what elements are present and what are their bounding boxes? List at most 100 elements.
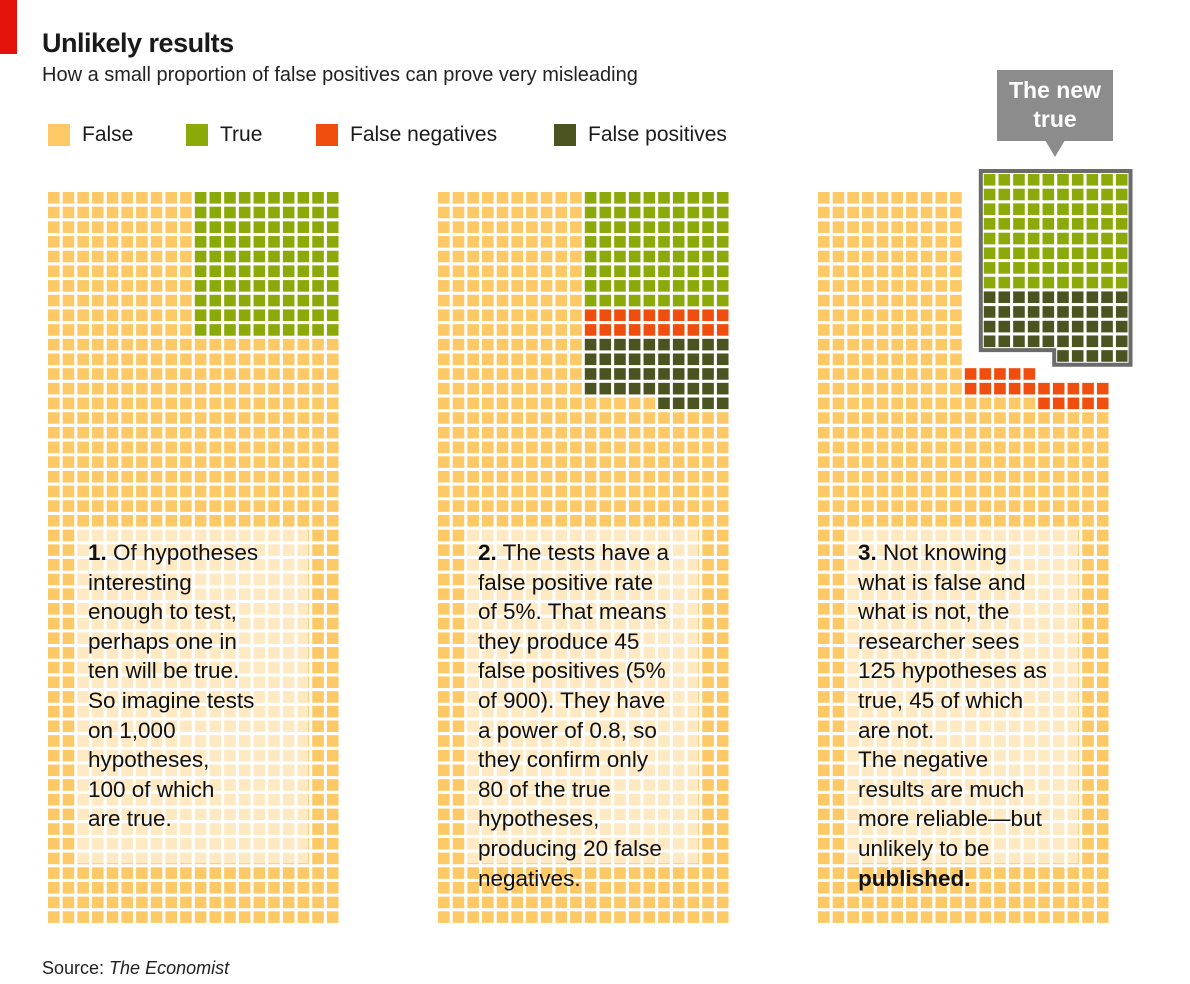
cell-false	[818, 720, 830, 733]
callout-line: The new	[1008, 77, 1101, 103]
cell-false	[1067, 426, 1080, 439]
cell-true	[983, 188, 996, 201]
cell-true	[599, 221, 612, 233]
cell-false	[687, 470, 700, 483]
cell-false	[326, 896, 339, 909]
cell-false	[540, 397, 553, 410]
cell-false-negative	[599, 324, 612, 336]
cell-false	[48, 705, 60, 718]
cell-false	[180, 236, 192, 248]
cell-false	[452, 661, 465, 674]
cell-false	[136, 221, 148, 233]
cell-false	[467, 485, 479, 498]
cell-false	[950, 881, 962, 894]
cell-false	[570, 412, 582, 424]
cell-false	[62, 265, 75, 277]
cell-false	[950, 265, 962, 277]
cell-false	[1082, 720, 1094, 733]
cell-false	[452, 441, 465, 454]
cell-false	[496, 250, 509, 263]
cell-false	[238, 867, 251, 879]
cell-false	[570, 353, 582, 366]
cell-false-positive	[584, 382, 597, 395]
cell-false-negative	[1008, 368, 1021, 380]
cell-true	[614, 192, 626, 204]
cell-false	[482, 221, 494, 233]
cell-false	[121, 353, 133, 366]
cell-false	[467, 192, 479, 204]
note-line: hypotheses,	[88, 745, 258, 775]
cell-true	[268, 250, 280, 263]
cell-false	[1052, 470, 1065, 483]
cell-false	[452, 353, 465, 366]
cell-false-positive	[1071, 320, 1084, 333]
cell-false	[77, 206, 89, 219]
cell-false	[672, 500, 685, 512]
cell-false	[818, 456, 830, 468]
cell-false	[862, 485, 874, 498]
cell-false	[92, 368, 104, 380]
cell-true	[584, 294, 597, 307]
cell-false	[438, 338, 450, 351]
cell-false	[1096, 793, 1109, 806]
cell-false	[467, 896, 479, 909]
cell-true	[702, 280, 714, 292]
cell-false	[847, 412, 859, 424]
cell-false	[964, 485, 977, 498]
cell-false	[253, 456, 266, 468]
cell-true	[312, 206, 324, 219]
cell-false	[1082, 779, 1094, 791]
cell-false	[48, 808, 60, 821]
cell-false	[136, 911, 148, 923]
cell-true	[326, 192, 339, 204]
cell-false	[438, 837, 450, 850]
cell-false	[92, 206, 104, 219]
cell-false	[326, 705, 339, 718]
cell-true	[614, 221, 626, 233]
cell-false	[92, 412, 104, 424]
cell-true	[599, 250, 612, 263]
cell-false	[1067, 485, 1080, 498]
cell-false	[1067, 500, 1080, 512]
cell-true	[209, 280, 222, 292]
cell-true	[628, 236, 641, 248]
cell-true	[253, 280, 266, 292]
cell-false	[979, 397, 992, 410]
cell-true	[687, 192, 700, 204]
cell-false	[106, 338, 119, 351]
cell-false	[136, 881, 148, 894]
cell-true	[194, 236, 207, 248]
cell-false	[687, 881, 700, 894]
cell-false	[282, 514, 295, 527]
cell-false	[716, 837, 729, 850]
note-line: on 1,000	[88, 716, 258, 746]
cell-true	[1013, 276, 1025, 289]
cell-false	[62, 192, 75, 204]
cell-false	[224, 911, 236, 923]
cell-false	[920, 485, 933, 498]
cell-false	[716, 808, 729, 821]
cell-false	[570, 265, 582, 277]
cell-false	[1008, 397, 1021, 410]
cell-true	[658, 250, 670, 263]
cell-false	[716, 823, 729, 835]
cell-true	[1115, 276, 1128, 289]
cell-false	[832, 705, 845, 718]
cell-false	[150, 867, 163, 879]
cell-false	[818, 265, 830, 277]
cell-false	[935, 911, 948, 923]
cell-false	[48, 588, 60, 600]
cell-false	[312, 397, 324, 410]
cell-false	[452, 250, 465, 263]
cell-false	[326, 456, 339, 468]
cell-false	[150, 250, 163, 263]
cell-false	[935, 500, 948, 512]
cell-false	[964, 867, 977, 879]
cell-false	[150, 382, 163, 395]
cell-true	[1101, 247, 1113, 259]
cell-false	[209, 911, 222, 923]
cell-false	[1082, 823, 1094, 835]
cell-false	[496, 881, 509, 894]
cell-false	[584, 881, 597, 894]
cell-false	[1096, 808, 1109, 821]
